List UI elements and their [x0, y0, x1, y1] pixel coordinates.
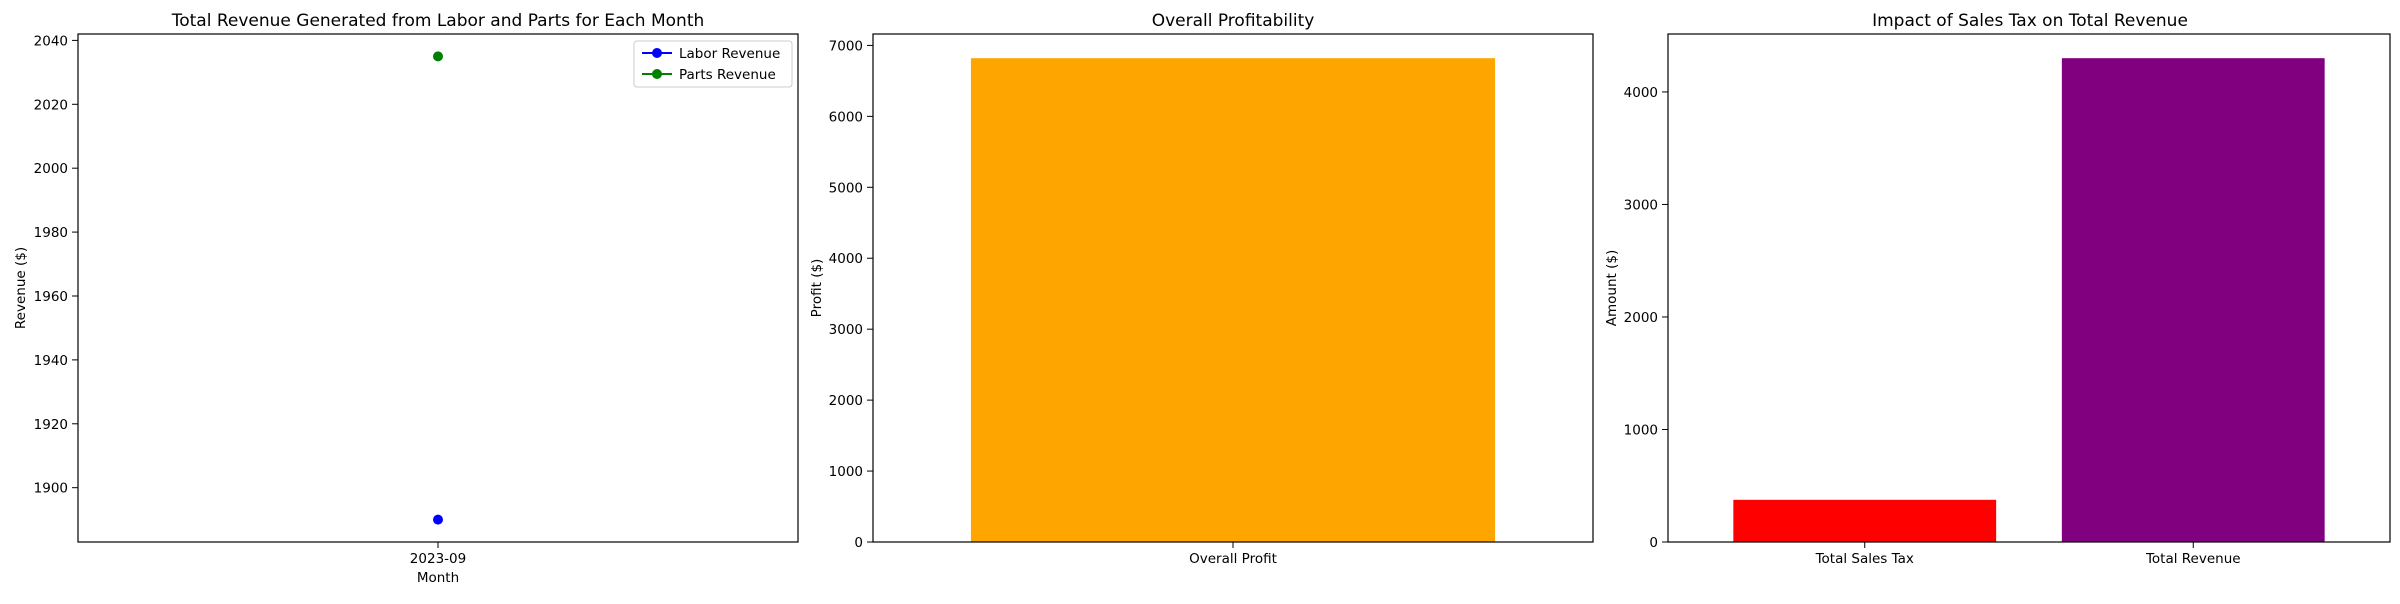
- data-point-parts-revenue: [433, 51, 443, 62]
- plot-area: [77, 33, 799, 543]
- legend-marker-labor: [652, 48, 662, 58]
- panel-labor-parts-revenue: Total Revenue Generated from Labor and P…: [13, 11, 799, 586]
- x-tick-label: Overall Profit: [1189, 551, 1277, 567]
- y-tick-label: 2000: [1624, 310, 1658, 326]
- x-tick-label: Total Sales Tax: [1815, 551, 1914, 567]
- y-axis-label: Profit ($): [809, 259, 825, 318]
- x-axis-label: Month: [417, 570, 459, 586]
- legend-label-parts: Parts Revenue: [679, 67, 776, 83]
- panel-sales-tax-impact: Impact of Sales Tax on Total Revenue 0 10…: [1604, 11, 2391, 567]
- y-tick-label: 6000: [829, 109, 863, 125]
- y-tick-label: 1000: [829, 464, 863, 480]
- chart-title: Overall Profitability: [1152, 11, 1315, 31]
- bar-overall-profit: [970, 58, 1496, 542]
- y-tick-label: 1920: [34, 417, 68, 433]
- y-tick-label: 3000: [1624, 197, 1658, 213]
- y-tick-label: 1980: [34, 225, 68, 241]
- y-tick-label: 3000: [829, 322, 863, 338]
- y-tick-label: 1900: [34, 481, 68, 497]
- bar-total-sales-tax: [1733, 499, 1997, 542]
- y-tick-label: 0: [1649, 535, 1658, 551]
- chart-title: Impact of Sales Tax on Total Revenue: [1872, 11, 2188, 31]
- legend-box: [633, 40, 793, 88]
- y-tick-label: 1000: [1624, 422, 1658, 438]
- data-point-labor-revenue: [433, 514, 443, 525]
- legend: Labor Revenue Parts Revenue: [633, 40, 793, 88]
- chart-title: Total Revenue Generated from Labor and P…: [171, 11, 705, 31]
- y-tick-label: 7000: [829, 38, 863, 54]
- y-tick-label: 0: [854, 535, 863, 551]
- x-tick-label: 2023-09: [410, 551, 466, 567]
- panel-overall-profitability: Overall Profitability 0 1000 2000 3000 4000 5…: [809, 11, 1594, 567]
- y-tick-label: 2020: [34, 97, 68, 113]
- bar-total-revenue: [2061, 58, 2325, 542]
- y-tick-label: 1940: [34, 353, 68, 369]
- y-axis-label: Revenue ($): [13, 247, 29, 329]
- y-tick-label: 4000: [829, 251, 863, 267]
- y-tick-label: 2000: [829, 393, 863, 409]
- y-tick-label: 2000: [34, 161, 68, 177]
- x-tick-label: Total Revenue: [2145, 551, 2241, 567]
- y-tick-label: 4000: [1624, 85, 1658, 101]
- y-axis-label: Amount ($): [1604, 250, 1620, 326]
- y-tick-label: 5000: [829, 180, 863, 196]
- legend-marker-parts: [652, 69, 662, 79]
- legend-label-labor: Labor Revenue: [679, 46, 780, 62]
- y-tick-label: 1960: [34, 289, 68, 305]
- plot-area: [1667, 33, 2391, 543]
- y-tick-label: 2040: [34, 33, 68, 49]
